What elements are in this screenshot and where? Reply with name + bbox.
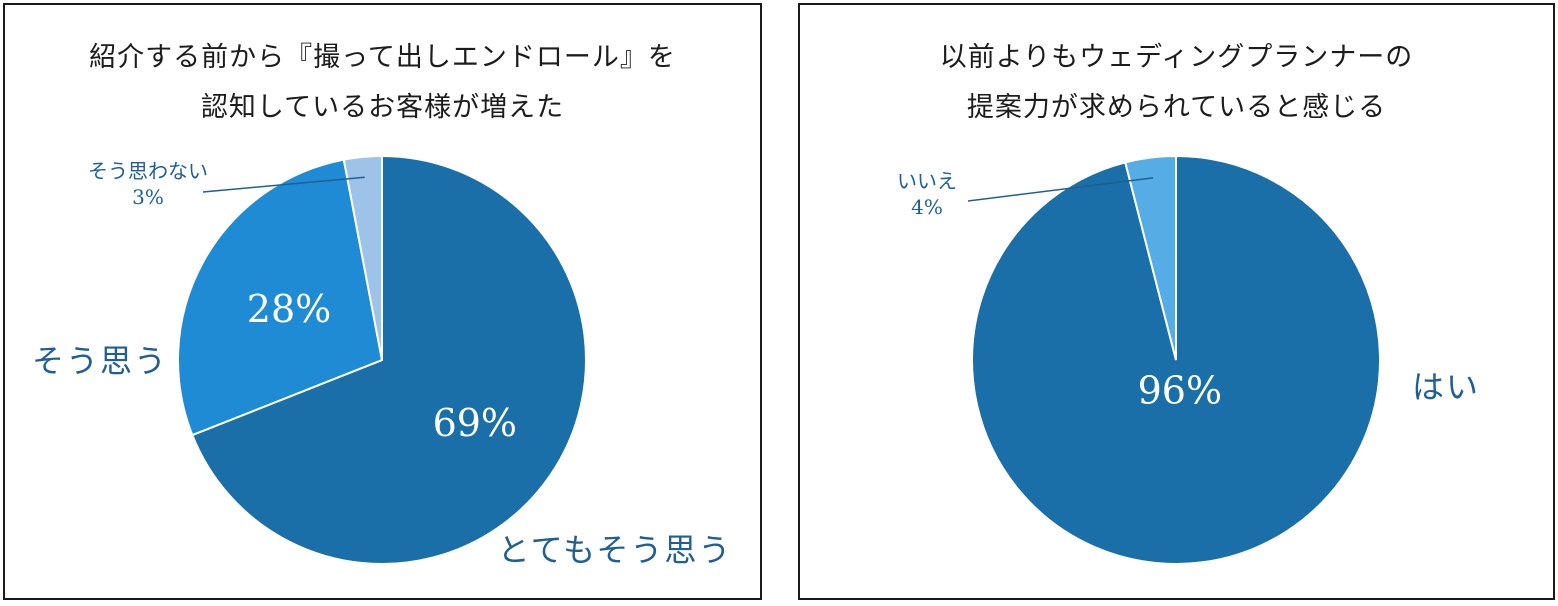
slice-category-label: はい <box>1412 368 1480 406</box>
pie-slice-2 <box>177 158 384 437</box>
chart-title-line-2: 認知しているお客様が増えた <box>200 92 565 123</box>
slice-category-label: そう思う <box>32 342 168 380</box>
chart-panel-right: 以前よりもウェディングプランナーの 提案力が求められていると感じる 96% はい い… <box>798 3 1555 600</box>
leader-line <box>202 176 365 193</box>
chart-title: 以前よりもウェディングプランナーの 提案力が求められていると感じる <box>800 33 1553 133</box>
chart-title-line-1: 以前よりもウェディングプランナーの <box>939 42 1414 73</box>
chart-title-line-1: 紹介する前から『撮って出しエンドロール』を <box>89 42 676 73</box>
chart-title-line-2: 提案力が求められていると感じる <box>966 92 1387 123</box>
slice-category-label: とてもそう思う <box>498 531 733 569</box>
slice-percent-label: 96% <box>1138 368 1222 412</box>
slice-percent-label: 28% <box>247 287 331 331</box>
chart-title: 紹介する前から『撮って出しエンドロール』を 認知しているお客様が増えた <box>5 33 760 133</box>
chart-panel-left: 紹介する前から『撮って出しエンドロール』を 認知しているお客様が増えた 69% と… <box>3 3 762 600</box>
slice-percent-label: 4% <box>911 195 943 219</box>
slice-category-label: いいえ <box>897 169 957 193</box>
leader-line <box>967 177 1154 202</box>
slice-percent-label: 3% <box>132 185 164 209</box>
pie-slice-3 <box>342 154 383 361</box>
pie-slice-2 <box>1124 154 1177 361</box>
pie-slice-1 <box>191 154 587 565</box>
slice-category-label: そう思わない <box>88 159 208 183</box>
slice-percent-label: 69% <box>433 401 517 445</box>
